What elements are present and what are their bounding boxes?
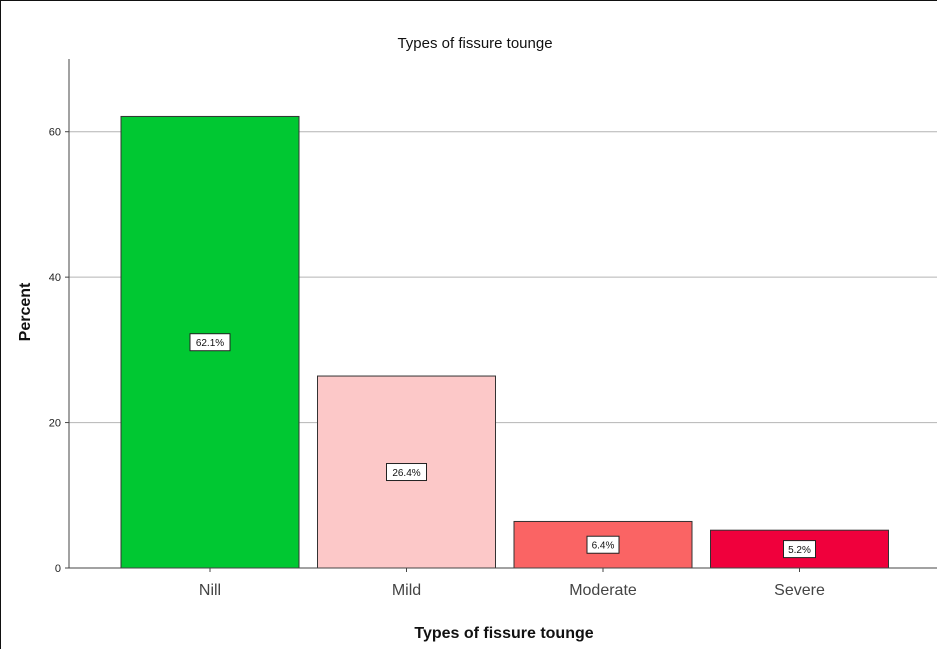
data-labels: 62.1% 26.4% 6.4% 5.2% (189, 333, 816, 559)
data-label: 5.2% (788, 545, 811, 556)
y-axis-label: Percent (17, 282, 34, 341)
y-tick-label: 20 (49, 418, 61, 430)
x-axis-label: Types of fissure tounge (414, 625, 593, 642)
data-label: 62.1% (196, 338, 224, 349)
axes: 0 20 40 60 Nill Mild Moderate Severe (49, 59, 937, 599)
data-label-box (386, 463, 427, 482)
x-tick-label: Severe (774, 582, 825, 599)
bars (120, 115, 889, 569)
y-tick-label: 0 (55, 563, 61, 575)
data-label-box (189, 333, 231, 352)
chart-title: Types of fissure tounge (397, 35, 552, 52)
data-label: 6.4% (592, 541, 615, 552)
y-tick-label: 40 (49, 272, 61, 284)
x-tick-label: Nill (199, 582, 221, 599)
x-tick-label: Moderate (569, 582, 637, 599)
data-label-box (586, 535, 620, 554)
data-label: 26.4% (392, 468, 420, 479)
data-label-box (783, 540, 816, 559)
y-tick-label: 60 (49, 127, 61, 139)
x-tick-label: Mild (392, 582, 421, 599)
